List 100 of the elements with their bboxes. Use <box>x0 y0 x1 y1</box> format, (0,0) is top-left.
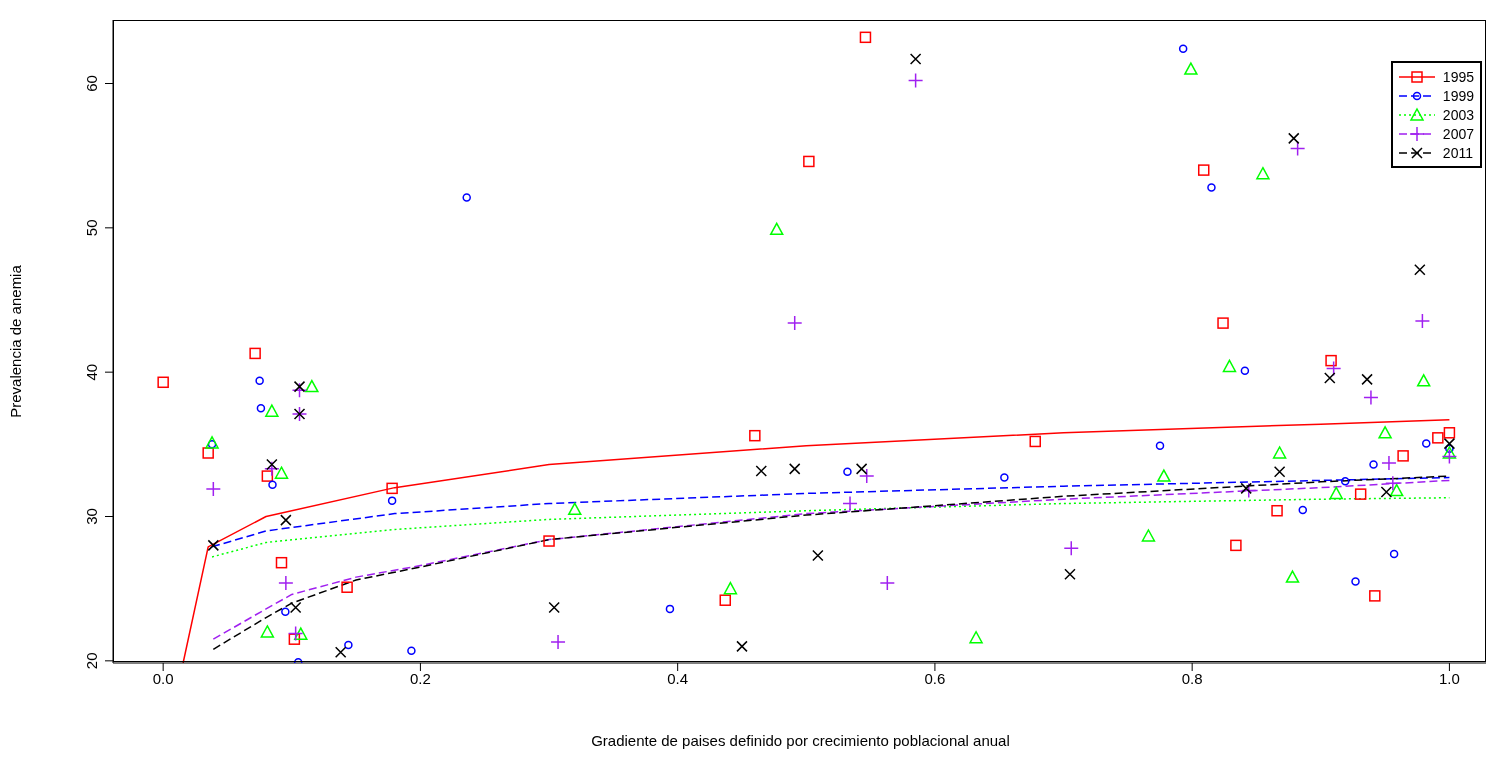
point <box>274 466 289 479</box>
point <box>812 549 824 562</box>
point <box>1416 374 1431 387</box>
point <box>1380 486 1393 498</box>
point <box>1240 366 1250 375</box>
point <box>1340 476 1350 486</box>
point <box>803 155 815 168</box>
point <box>1207 183 1216 192</box>
point <box>1029 435 1041 448</box>
x-tick-label: 1.0 <box>1438 669 1460 687</box>
point <box>256 404 266 413</box>
point <box>1240 482 1252 495</box>
point <box>1155 441 1165 451</box>
point <box>969 630 983 644</box>
point <box>386 482 398 495</box>
point <box>719 594 731 606</box>
point <box>157 376 169 389</box>
point <box>288 633 301 645</box>
point <box>1288 132 1300 145</box>
point <box>1064 568 1076 580</box>
point <box>1329 486 1343 500</box>
line-series <box>182 419 1451 663</box>
point <box>205 436 219 449</box>
point <box>1256 166 1270 180</box>
x-tick-label: 0.2 <box>409 669 431 687</box>
y-tick-label: 30 <box>83 508 100 525</box>
point <box>550 634 566 650</box>
point <box>855 463 868 475</box>
point <box>1272 446 1287 459</box>
x-axis-title: Gradiente de paises definido por crecimiento poblacional anual <box>591 732 1010 749</box>
point <box>287 625 304 642</box>
point <box>1363 389 1379 406</box>
x-tick-label: 0.4 <box>667 669 689 687</box>
x-tick-label: 0.8 <box>1181 669 1203 687</box>
point <box>275 556 288 569</box>
point <box>843 467 852 477</box>
point <box>543 535 555 547</box>
point <box>1443 427 1456 439</box>
point <box>879 575 896 591</box>
point <box>1289 140 1306 157</box>
point <box>859 31 872 44</box>
point <box>665 604 675 614</box>
point <box>1241 482 1257 499</box>
point <box>548 601 560 614</box>
point <box>344 640 353 650</box>
point <box>278 575 294 591</box>
point <box>202 447 214 459</box>
point <box>462 193 471 202</box>
point <box>1222 359 1237 373</box>
point <box>1184 62 1198 75</box>
y-tick-label: 60 <box>83 75 100 92</box>
legend-label: 1995 <box>1442 68 1474 85</box>
point <box>1217 317 1229 329</box>
point <box>1422 439 1431 448</box>
point <box>1000 473 1009 482</box>
point <box>265 404 279 417</box>
legend-label: 2003 <box>1442 106 1474 123</box>
point <box>293 380 306 393</box>
point <box>387 496 397 505</box>
y-tick-label: 20 <box>83 652 100 670</box>
point <box>909 53 922 65</box>
point <box>1442 446 1457 459</box>
point <box>266 458 278 471</box>
point <box>1361 373 1373 386</box>
point <box>280 514 292 526</box>
point <box>842 495 858 512</box>
point <box>205 481 222 497</box>
point <box>260 625 275 638</box>
y-tick-label: 40 <box>83 363 100 381</box>
point <box>786 315 803 331</box>
point <box>1397 450 1409 462</box>
x-tick-label: 0.0 <box>152 669 174 687</box>
point <box>294 627 308 640</box>
point <box>1178 44 1188 54</box>
point <box>255 376 264 386</box>
point <box>736 640 748 653</box>
point <box>1354 488 1367 500</box>
point <box>1271 504 1283 517</box>
point <box>207 539 220 552</box>
point <box>1369 590 1381 602</box>
point <box>341 581 353 593</box>
point <box>1369 460 1378 469</box>
point <box>1414 263 1426 276</box>
point <box>1381 455 1397 471</box>
point <box>1325 354 1337 367</box>
legend-label: 1999 <box>1442 87 1474 104</box>
y-axis-title: Prevalencia de anemia <box>7 264 25 418</box>
point <box>1298 505 1308 515</box>
point <box>1443 437 1456 450</box>
point <box>281 607 290 617</box>
point <box>769 222 784 236</box>
point <box>858 468 875 484</box>
point <box>264 461 280 477</box>
point <box>755 465 768 477</box>
point <box>289 601 302 614</box>
x-tick-label: 0.6 <box>924 669 946 687</box>
point <box>907 72 924 89</box>
point <box>261 470 274 482</box>
point <box>249 347 261 360</box>
point <box>1285 570 1300 583</box>
